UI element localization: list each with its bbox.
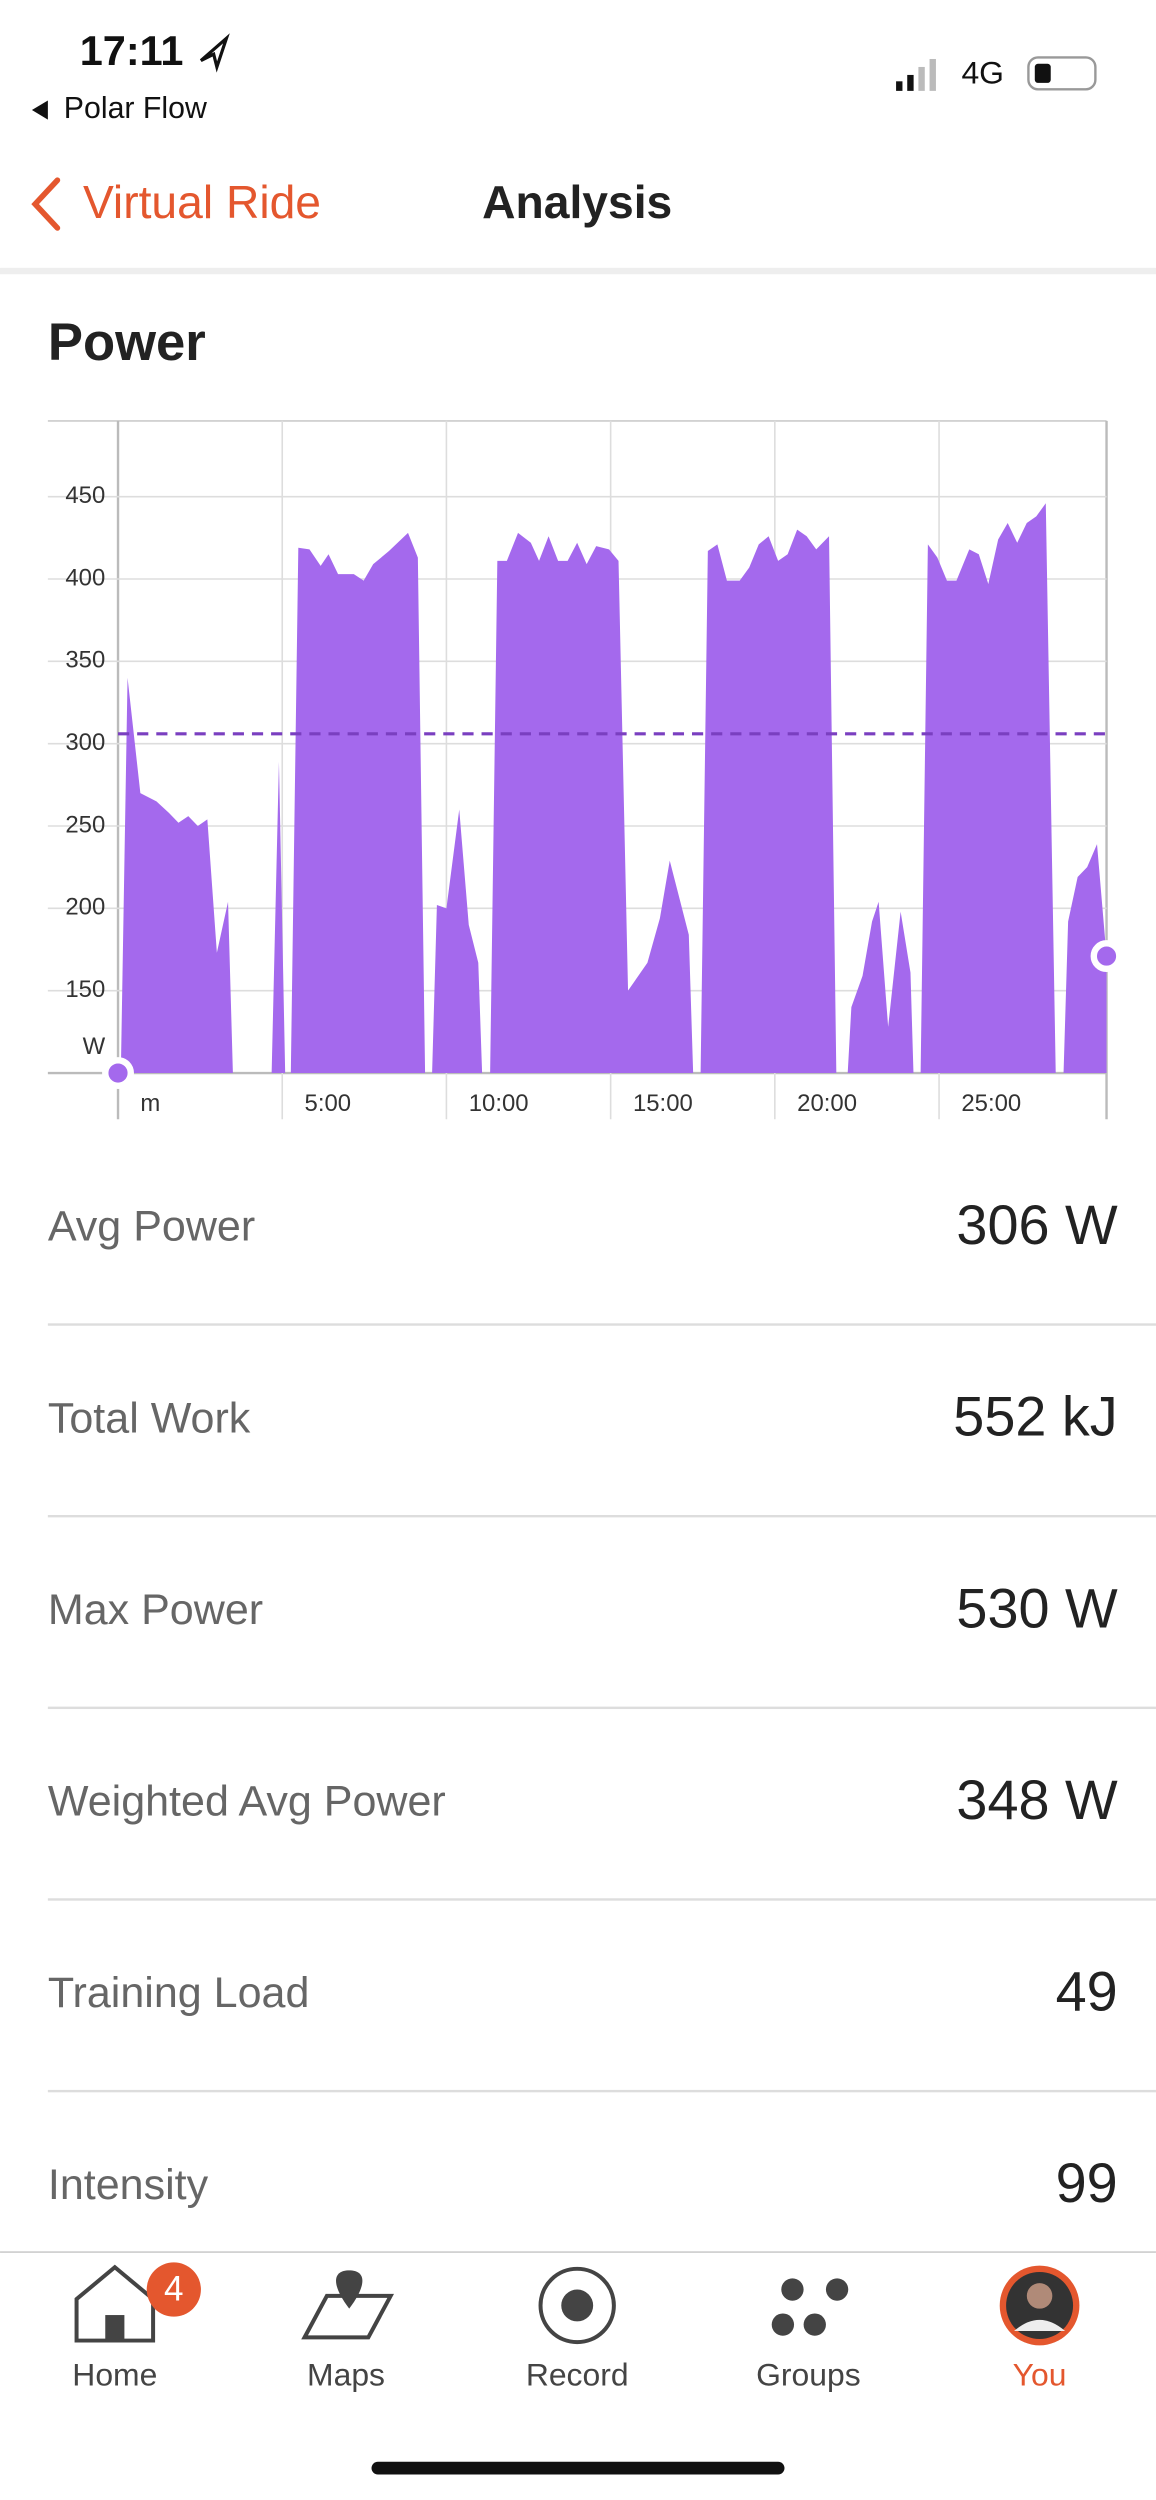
x-tick-label: 5:00 xyxy=(305,1090,352,1117)
stat-label: Weighted Avg Power xyxy=(48,1778,446,1826)
nav-title: Analysis xyxy=(482,176,672,228)
x-tick-label: 10:00 xyxy=(469,1090,529,1117)
tab-label[interactable]: Home xyxy=(72,2357,157,2393)
tab-2[interactable]: Record xyxy=(526,2266,629,2393)
signal xyxy=(896,58,936,91)
start-handle[interactable] xyxy=(102,1057,134,1089)
back-app[interactable]: Polar Flow xyxy=(64,92,207,125)
x-tick-label: 15:00 xyxy=(633,1090,693,1117)
y-tick-label: 450 xyxy=(65,482,105,509)
stat-label: Avg Power xyxy=(48,1203,255,1251)
tab-badge xyxy=(146,2262,201,2317)
tabbar-divider xyxy=(0,2251,1156,2253)
x-tick-label: 25:00 xyxy=(961,1090,1021,1117)
tab-label[interactable]: You xyxy=(1013,2357,1067,2393)
home-indicator xyxy=(371,2461,785,2475)
y-tick-label: 150 xyxy=(65,976,105,1003)
tab-label[interactable]: Groups xyxy=(756,2357,861,2393)
stat-divider xyxy=(47,1706,1156,1710)
y-tick-label: 200 xyxy=(65,894,105,921)
tab-icon-part xyxy=(771,2313,795,2336)
stat-label: Max Power xyxy=(48,1586,263,1634)
back-button[interactable]: Virtual Ride xyxy=(83,176,321,228)
network: 4G xyxy=(961,54,1004,90)
y-tick-label: 350 xyxy=(65,647,105,674)
stat-divider xyxy=(47,1323,1156,1326)
tab-icon-part xyxy=(105,2315,125,2341)
back-app-arrow[interactable] xyxy=(31,100,48,120)
tab-badge-count: 4 xyxy=(164,2269,184,2308)
stat-divider xyxy=(47,1514,1156,1518)
power-area xyxy=(118,503,1107,1074)
tab-icon-part xyxy=(538,2266,616,2345)
stat-label: Training Load xyxy=(48,1969,310,2017)
stat-value: 49 xyxy=(1056,1960,1118,2023)
stats-list: Avg Power 306 W Total Work 552 kJ Max Power 5… xyxy=(47,1193,1156,2214)
tab-icon-part xyxy=(561,2289,594,2322)
tab-icon-part xyxy=(301,2293,394,2340)
end-handle[interactable] xyxy=(1090,940,1123,973)
x-unit: m xyxy=(140,1090,160,1117)
tab-icon-part xyxy=(825,2278,849,2301)
stat-divider xyxy=(47,2089,1156,2093)
y-tick-label: 300 xyxy=(65,729,105,756)
stat-value: 306 W xyxy=(956,1193,1118,1256)
tab-label[interactable]: Maps xyxy=(307,2357,385,2393)
y-tick-label: 400 xyxy=(65,564,105,591)
tab-1[interactable]: Maps xyxy=(301,2270,394,2393)
clock: 17:11 xyxy=(80,27,184,74)
back-chevron[interactable] xyxy=(31,177,61,231)
stat-value: 99 xyxy=(1056,2151,1118,2214)
chart-title: Power xyxy=(48,313,206,372)
tab-0[interactable]: Home 4 xyxy=(72,2262,201,2393)
y-unit: W xyxy=(83,1033,106,1060)
location-icon xyxy=(199,33,230,73)
tab-icon-part xyxy=(781,2278,804,2301)
tab-bar: Home 4 Maps Record Groups You xyxy=(72,2262,1080,2393)
battery xyxy=(1027,56,1097,91)
tab-icon-part xyxy=(336,2270,363,2309)
tab-3[interactable]: Groups xyxy=(756,2278,861,2393)
battery-level xyxy=(1034,63,1051,83)
stat-label: Intensity xyxy=(48,2161,209,2209)
tab-icon-part xyxy=(1026,2283,1053,2309)
stat-divider xyxy=(47,1898,1156,1901)
y-tick-label: 250 xyxy=(65,811,105,838)
stat-value: 552 kJ xyxy=(953,1385,1117,1448)
stat-label: Total Work xyxy=(48,1394,251,1442)
header-divider xyxy=(0,267,1156,275)
tab-icon-part xyxy=(1014,2319,1066,2331)
tab-icon-part xyxy=(74,2264,156,2343)
tab-icon-part xyxy=(803,2313,826,2336)
stat-value: 348 W xyxy=(956,1768,1118,1831)
chart: 150 200 250 300 350 400 450 Wm 5:00 10:00 15:00 20:… xyxy=(47,420,1123,1120)
stat-value: 530 W xyxy=(956,1576,1118,1639)
x-tick-label: 20:00 xyxy=(797,1090,857,1117)
tab-4[interactable]: You xyxy=(999,2265,1080,2393)
tab-label[interactable]: Record xyxy=(526,2357,629,2393)
